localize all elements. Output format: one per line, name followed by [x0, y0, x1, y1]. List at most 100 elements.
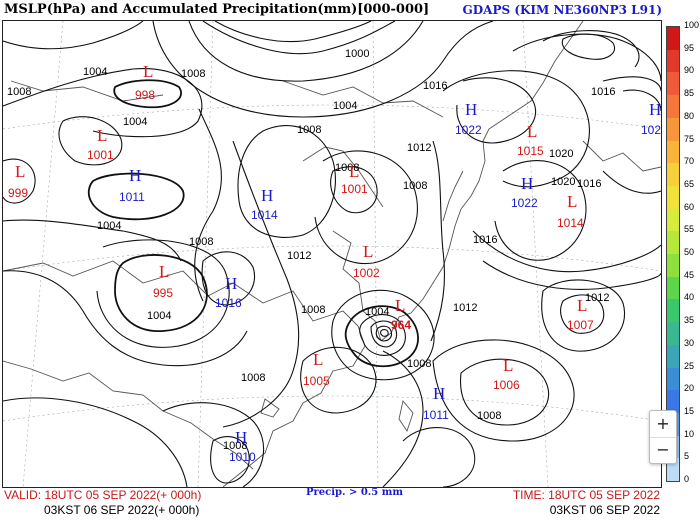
isobar-label: 1016: [591, 86, 615, 98]
colorbar-cell: [667, 254, 679, 278]
colorbar-cell: [667, 140, 679, 164]
isobar-label: 1008: [7, 86, 31, 98]
low-center-value: 1002: [353, 266, 380, 280]
low-center-value: 999: [8, 186, 28, 200]
isobar-label: 1008: [241, 372, 265, 384]
low-center-marker: L: [143, 62, 153, 81]
colorbar-label: 10: [684, 428, 695, 439]
isobar-label: 1016: [577, 178, 601, 190]
valid-time: VALID: 18UTC 05 SEP 2022(+ 000h): [4, 488, 202, 502]
map-footer: VALID: 18UTC 05 SEP 2022(+ 000h) 03KST 0…: [0, 487, 700, 522]
colorbar-cell: [667, 299, 679, 323]
colorbar-cell: [667, 49, 679, 73]
colorbar-cell: [667, 390, 679, 414]
init-time: TIME: 18UTC 05 SEP 2022: [512, 488, 660, 502]
colorbar-label: 85: [684, 88, 695, 99]
precip-threshold-note: Precip. > 0.5 mm: [306, 487, 403, 498]
zoom-out-button[interactable]: −: [656, 440, 670, 459]
isobar-label: 1012: [407, 142, 431, 154]
colorbar-cell: [667, 458, 679, 482]
isobar-label: 1012: [585, 292, 609, 304]
isobar-label: 1008: [335, 162, 359, 174]
valid-time-kst: 03KST 06 SEP 2022(+ 000h): [44, 503, 200, 517]
high-center-value: 1022: [455, 123, 482, 137]
zoom-in-button[interactable]: +: [650, 411, 676, 438]
isobar-label: 1004: [147, 310, 171, 322]
coastlines: [3, 21, 661, 487]
low-center-value: 995: [153, 286, 173, 300]
low-center-marker: L: [363, 242, 373, 261]
colorbar-cell: [667, 117, 679, 141]
isobar-label: 1020: [549, 148, 573, 160]
isobar-label: 1008: [223, 440, 247, 452]
high-center-value: 1014: [251, 208, 278, 222]
low-center-marker: L: [97, 126, 107, 145]
colorbar-cell: [667, 367, 679, 391]
high-center-value: 1011: [119, 190, 145, 204]
isobar-label: 1004: [123, 116, 147, 128]
colorbar-label: 100: [684, 20, 700, 30]
high-center-value: 1011: [423, 408, 449, 422]
low-center-marker: L: [527, 122, 537, 141]
isobar-label: 1004: [83, 66, 107, 78]
low-center-marker: L: [313, 350, 323, 369]
colorbar-label: 65: [684, 178, 695, 189]
high-center-marker: H: [433, 384, 445, 403]
low-center-value: 1006: [493, 378, 520, 392]
colorbar-cell: [667, 276, 679, 300]
model-name: GDAPS (KIM NE360NP3 L91): [462, 3, 662, 17]
colorbar-label: 60: [684, 201, 695, 212]
high-center-marker: H: [465, 100, 477, 119]
isobar-label: 1004: [365, 306, 389, 318]
isobar-label: 1008: [181, 68, 205, 80]
colorbar-label: 0: [684, 474, 690, 484]
isobar-label: 1008: [297, 124, 321, 136]
high-center-marker: H: [261, 186, 273, 205]
pressure-centers: L 998 L 1001 L 999 H 1011 L 995 H 1014 H…: [8, 62, 661, 464]
isobar-label: 1000: [345, 48, 369, 60]
colorbar-label: 80: [684, 110, 695, 121]
high-center-value: 1010: [229, 450, 256, 464]
colorbar-label: 40: [684, 292, 695, 303]
low-center-value: 1005: [303, 374, 330, 388]
colorbar-cell: [667, 27, 679, 51]
colorbar-cell: [667, 185, 679, 210]
isobar-label: 1004: [97, 220, 121, 232]
colorbar-cell: [667, 231, 679, 255]
low-center-marker: L: [15, 162, 25, 181]
low-center-value: 998: [135, 88, 155, 102]
high-center-marker: H: [649, 100, 661, 119]
low-center-marker: L: [159, 262, 169, 281]
low-center-value: 964: [391, 318, 411, 332]
low-center-marker: L: [577, 296, 587, 315]
low-center-marker: L: [395, 296, 405, 315]
colorbar-label: 50: [684, 247, 695, 257]
isobar-label: 1020: [551, 176, 575, 188]
colorbar-cell: [667, 163, 679, 187]
isobar-label: 1004: [333, 100, 357, 112]
colorbar-cell: [667, 95, 679, 119]
map-canvas: 1008 1004 1004 1008 1004 1004 1008 1000 …: [3, 21, 661, 487]
colorbar-label: 25: [684, 360, 695, 371]
colorbar-cell: [667, 72, 679, 96]
weather-map[interactable]: 1008 1004 1004 1008 1004 1004 1008 1000 …: [2, 20, 662, 488]
low-center-value: 1014: [557, 216, 584, 230]
colorbar-label: 90: [684, 65, 695, 76]
isobar-label: 1012: [287, 250, 311, 262]
low-center-marker: L: [503, 356, 513, 375]
colorbar-label: 20: [684, 383, 695, 394]
high-center-marker: H: [235, 428, 247, 447]
colorbar-label: 15: [684, 405, 695, 416]
init-time-kst: 03KST 06 SEP 2022: [549, 503, 660, 517]
high-center-marker: H: [225, 274, 237, 293]
colorbar-label: 55: [684, 224, 695, 235]
colorbar-label: 75: [684, 133, 695, 144]
colorbar-cell: [667, 208, 679, 232]
low-center-marker: L: [349, 162, 359, 181]
high-center-value: 1022: [511, 196, 538, 210]
isobar-labels: 1008 1004 1004 1008 1004 1004 1008 1000 …: [7, 48, 615, 452]
colorbar-cell: [667, 322, 679, 346]
isobar-label: 1008: [477, 410, 501, 422]
high-center-marker: H: [129, 166, 141, 185]
colorbar-cell: [667, 344, 679, 368]
